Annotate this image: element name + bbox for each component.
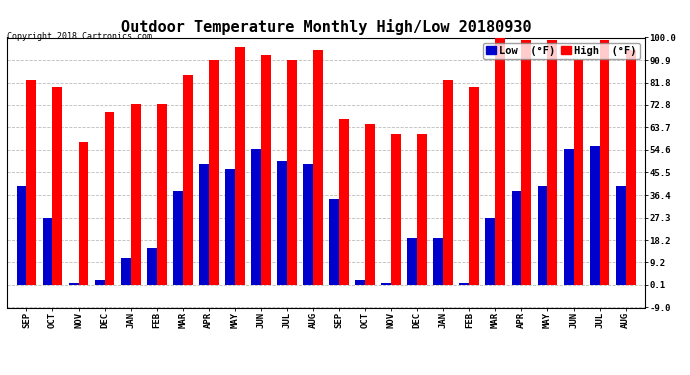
Bar [121, 258, 130, 285]
Bar [339, 119, 349, 285]
Bar [261, 55, 270, 285]
Bar [407, 238, 417, 285]
Bar [287, 60, 297, 285]
Bar [17, 186, 26, 285]
Bar [590, 147, 600, 285]
Bar [460, 283, 469, 285]
Bar [277, 161, 287, 285]
Bar [79, 141, 88, 285]
Bar [511, 191, 522, 285]
Bar [26, 80, 37, 285]
Bar [329, 198, 339, 285]
Bar [469, 87, 479, 285]
Bar [626, 50, 635, 285]
Bar [547, 40, 558, 285]
Bar [43, 218, 52, 285]
Bar [209, 60, 219, 285]
Bar [225, 169, 235, 285]
Bar [157, 104, 166, 285]
Bar [355, 280, 365, 285]
Bar [417, 134, 427, 285]
Bar [486, 218, 495, 285]
Bar [365, 124, 375, 285]
Bar [251, 149, 261, 285]
Title: Outdoor Temperature Monthly High/Low 20180930: Outdoor Temperature Monthly High/Low 201… [121, 19, 531, 35]
Bar [199, 164, 209, 285]
Bar [68, 283, 79, 285]
Bar [495, 33, 505, 285]
Bar [52, 87, 62, 285]
Bar [130, 104, 141, 285]
Bar [172, 191, 183, 285]
Bar [600, 40, 609, 285]
Bar [433, 238, 443, 285]
Bar [615, 186, 626, 285]
Bar [443, 80, 453, 285]
Bar [564, 149, 573, 285]
Bar [573, 60, 584, 285]
Bar [183, 75, 193, 285]
Bar [313, 50, 323, 285]
Bar [105, 112, 115, 285]
Legend: Low  (°F), High  (°F): Low (°F), High (°F) [482, 43, 640, 59]
Bar [391, 134, 401, 285]
Text: Copyright 2018 Cartronics.com: Copyright 2018 Cartronics.com [7, 32, 152, 41]
Bar [522, 40, 531, 285]
Bar [95, 280, 105, 285]
Bar [303, 164, 313, 285]
Bar [538, 186, 547, 285]
Bar [382, 283, 391, 285]
Bar [147, 248, 157, 285]
Bar [235, 47, 245, 285]
